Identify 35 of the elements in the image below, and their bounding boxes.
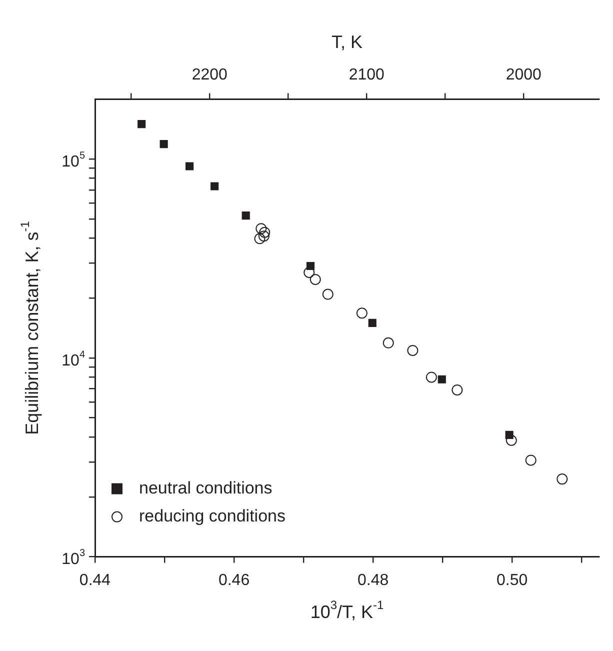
- x-tick-label: 0.44: [79, 572, 111, 590]
- point: [426, 372, 437, 383]
- point: [254, 233, 266, 244]
- point: [160, 140, 168, 148]
- point: [322, 288, 334, 300]
- x2-axis-title: T, K: [331, 32, 363, 52]
- point: [382, 337, 394, 348]
- point: [256, 223, 267, 234]
- point: [452, 384, 463, 396]
- x2-tick-label: 2100: [348, 66, 385, 84]
- point: [506, 434, 517, 446]
- point: [525, 454, 536, 466]
- point: [505, 430, 514, 439]
- point: [407, 344, 418, 356]
- point: [242, 212, 250, 220]
- x2-tick-label: 2200: [192, 66, 228, 84]
- point: [310, 274, 321, 285]
- point: [138, 120, 146, 128]
- y-axis-title: Equilibrium constant, K, s-1: [18, 220, 42, 435]
- point: [556, 474, 568, 485]
- point: [356, 308, 368, 319]
- x-tick-label: 0.48: [358, 572, 389, 590]
- point: [438, 375, 446, 384]
- x-tick-label: 0.46: [218, 572, 250, 590]
- point: [259, 226, 270, 238]
- x-tick-label: 0.50: [496, 572, 528, 590]
- point: [368, 318, 376, 327]
- x2-tick-label: 2000: [506, 66, 542, 84]
- point: [258, 230, 270, 242]
- point: [306, 262, 315, 270]
- point: [210, 182, 219, 190]
- point: [304, 266, 315, 278]
- point: [186, 162, 194, 170]
- legend-label: neutral conditions: [139, 478, 272, 498]
- legend-label: reducing conditions: [139, 506, 286, 526]
